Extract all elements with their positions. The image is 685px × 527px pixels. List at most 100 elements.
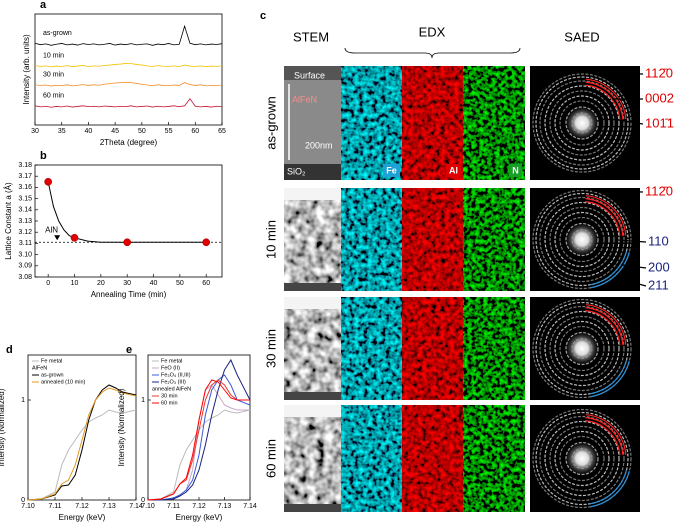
element-label: Fe [386, 165, 397, 175]
x-axis-label: Annealing Time (min) [91, 290, 167, 299]
stem-label: SiO₂ [287, 166, 306, 176]
row-label: 10 min [263, 220, 278, 259]
saed-label: 101̄1 [645, 115, 674, 130]
x-tick-label: 7.11 [167, 503, 180, 510]
saed-arc [585, 195, 627, 236]
panel-label: c [260, 10, 266, 22]
x-tick-label: 7.14 [129, 503, 143, 510]
saed-ring [549, 90, 615, 156]
data-line [147, 409, 251, 501]
saed-arc [585, 417, 624, 455]
saed-arc [585, 414, 627, 455]
saed-ring [535, 411, 629, 506]
y-tick-label: 3.11 [19, 240, 32, 247]
stem-image [284, 297, 341, 309]
x-tick-label: 7.14 [243, 503, 257, 510]
saed-ring [539, 415, 625, 502]
y-tick-label: 3.15 [18, 195, 32, 202]
x-tick-label: 50 [176, 280, 184, 287]
data-point [44, 177, 53, 186]
x-tick-label: 10 [71, 280, 79, 287]
reference-label: AlN [45, 225, 58, 234]
saed-arc [585, 201, 621, 237]
stem-image [284, 405, 341, 417]
legend-heading: annealed AlFeN [152, 386, 191, 392]
y-tick-label: 0 [141, 497, 145, 504]
edx-fe [341, 66, 402, 180]
x-tick-label: 7.13 [102, 503, 116, 510]
data-line [47, 181, 207, 243]
saed-arc [585, 198, 624, 236]
series-label: 10 min [43, 52, 64, 59]
stem-label: AlFeN [292, 94, 317, 104]
stem-image [284, 405, 341, 512]
saed-label: 211 [648, 277, 669, 292]
panel-c-images [284, 66, 640, 512]
edx-n [463, 188, 525, 291]
x-tick-label: 7.10 [21, 503, 35, 510]
x-tick-label: 45 [111, 128, 119, 135]
stem-image [284, 188, 341, 200]
stem-label: Surface [294, 70, 325, 80]
saed-arc [585, 81, 624, 120]
y-tick-label: 0 [21, 497, 25, 504]
stem-image [284, 297, 341, 400]
saed-center [564, 221, 600, 258]
x-tick-label: 50 [138, 128, 146, 135]
row-label: as-grown [263, 96, 278, 149]
y-axis-label: Intensity (Normalized) [117, 388, 126, 466]
saed-label: 112̄0 [645, 183, 673, 198]
saed-arc [589, 470, 628, 505]
saed-ring [549, 206, 615, 273]
data-line [147, 379, 250, 501]
saed-ring [554, 95, 610, 151]
x-tick-label: 30 [123, 280, 131, 287]
edx-al [402, 297, 463, 400]
legend-label: as-grown [41, 372, 64, 378]
saed-label: 110 [648, 233, 669, 248]
element-label: N [512, 165, 519, 175]
saed-ring [532, 189, 632, 290]
data-line [27, 384, 137, 501]
row-label: 60 min [263, 439, 278, 478]
saed-ring [554, 320, 610, 377]
stem-image [284, 283, 341, 291]
edx-al [402, 188, 463, 291]
x-tick-label: 40 [85, 128, 93, 135]
saed-arc [589, 251, 628, 286]
series-label: as-grown [43, 30, 72, 37]
edx-fe [341, 188, 402, 291]
saed-ring [532, 73, 632, 173]
series-label: 30 min [43, 71, 64, 78]
x-tick-label: 20 [97, 280, 105, 287]
saed-ring [544, 310, 620, 387]
saed-ring [532, 298, 632, 399]
x-tick-label: 40 [150, 280, 158, 287]
saed-center [564, 105, 600, 141]
y-tick-label: 3.10 [18, 251, 32, 258]
saed-ring [559, 325, 605, 372]
saed-label: 112̄0 [645, 65, 673, 80]
data-point [70, 233, 79, 242]
x-axis-label: Energy (keV) [59, 513, 106, 522]
saed-arc [589, 360, 628, 395]
data-line [34, 24, 223, 46]
edx-fe [341, 405, 402, 512]
reference-arrow [54, 235, 61, 241]
x-tick-label: 30 [31, 128, 39, 135]
legend-label: 30 min [161, 393, 178, 399]
legend-label: Fe₂O₃ (III) [161, 379, 186, 385]
saed-arc [590, 361, 630, 398]
x-axis-label: Energy (keV) [176, 513, 223, 522]
y-tick-label: 3.17 [18, 173, 32, 180]
saed-ring [539, 305, 625, 392]
panel-label: d [6, 344, 13, 356]
element-tag [446, 164, 461, 177]
saed-ring [559, 216, 605, 263]
data-line [34, 63, 223, 68]
saed-arc [585, 307, 624, 345]
y-axis-label: Intensity (arb. units) [22, 34, 31, 105]
legend-label: Fe metal [41, 358, 62, 364]
saed-label: 0002 [645, 90, 674, 105]
edx-n [463, 297, 525, 400]
